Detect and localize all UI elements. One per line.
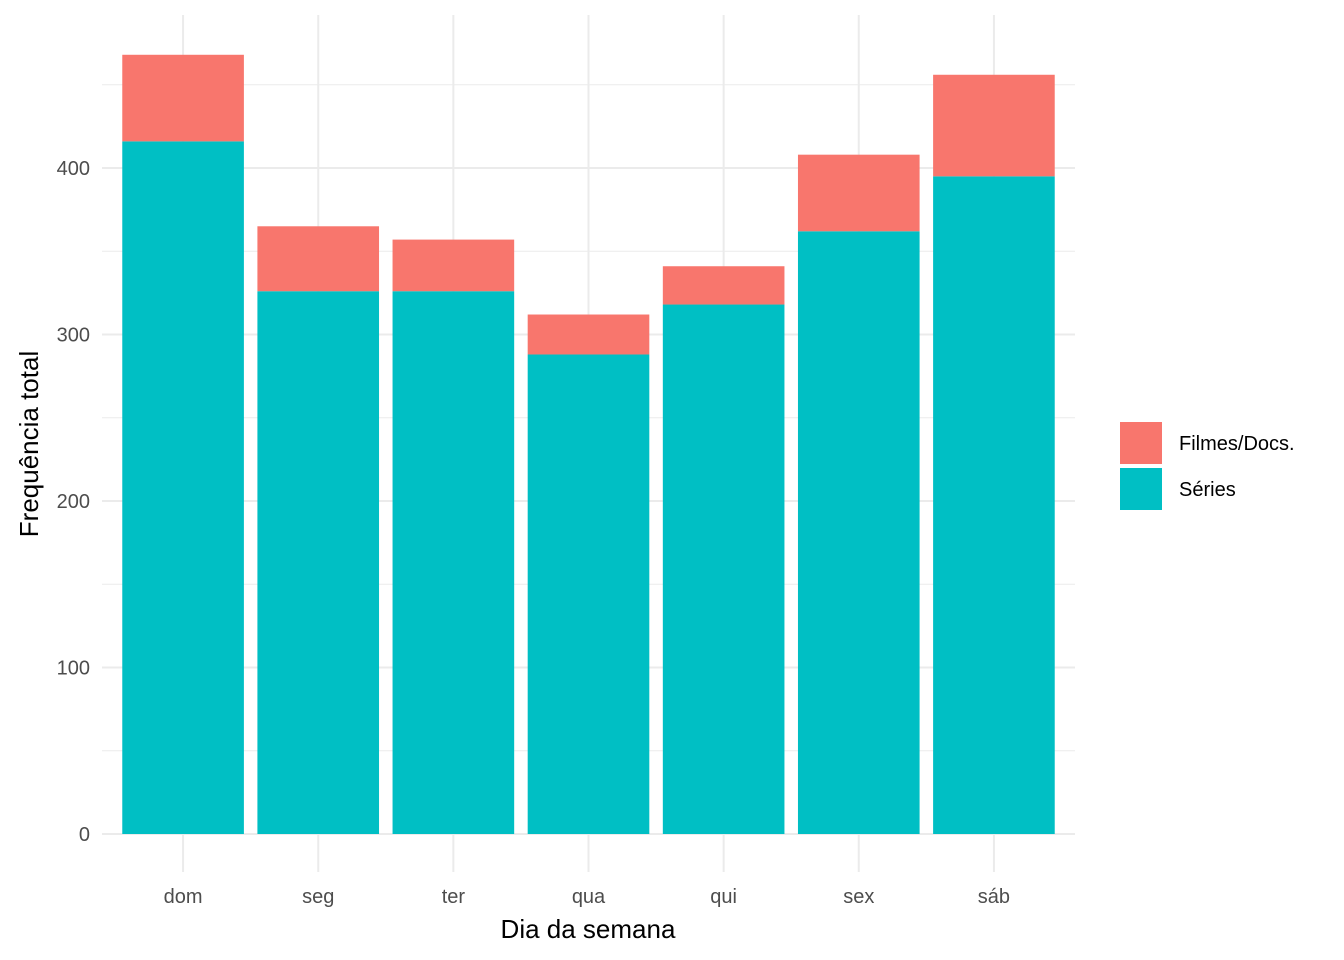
y-axis-ticks: 0 100 200 300 400 <box>57 158 90 846</box>
bar-sáb-films <box>933 74 1055 177</box>
legend-key <box>1120 468 1162 510</box>
y-tick-label: 0 <box>79 824 90 846</box>
x-tick-label: dom <box>164 886 203 908</box>
bars <box>122 54 1055 835</box>
x-axis-title: Dia da semana <box>501 914 676 944</box>
y-tick-label: 300 <box>57 325 90 347</box>
bar-sex-series <box>797 231 920 834</box>
legend: Filmes/Docs. Séries <box>1120 422 1295 510</box>
bar-qui-films <box>662 266 785 305</box>
x-tick-label: sáb <box>978 886 1010 908</box>
bar-seg-films <box>257 226 380 292</box>
bar-sáb-series <box>933 176 1055 834</box>
legend-label: Séries <box>1179 479 1236 501</box>
x-tick-label: seg <box>302 886 334 908</box>
x-tick-label: qui <box>710 886 737 908</box>
y-tick-label: 400 <box>57 158 90 180</box>
y-tick-label: 200 <box>57 491 90 513</box>
bar-ter-films <box>392 239 515 292</box>
bar-qui-series <box>662 304 785 834</box>
bar-dom-series <box>122 141 244 835</box>
y-axis-title: Frequência total <box>14 351 44 537</box>
y-tick-label: 100 <box>57 658 90 680</box>
bar-ter-series <box>392 291 515 835</box>
bar-sex-films <box>797 154 920 232</box>
x-tick-label: sex <box>843 886 874 908</box>
x-tick-label: qua <box>572 886 606 908</box>
legend-key <box>1120 422 1162 464</box>
bar-qua-films <box>527 314 650 355</box>
bar-dom-films <box>122 54 244 142</box>
x-tick-label: ter <box>442 886 466 908</box>
legend-label: Filmes/Docs. <box>1179 433 1295 455</box>
bar-qua-series <box>527 354 650 834</box>
bar-seg-series <box>257 291 380 835</box>
x-axis-ticks: dom seg ter qua qui sex sáb <box>164 886 1010 908</box>
